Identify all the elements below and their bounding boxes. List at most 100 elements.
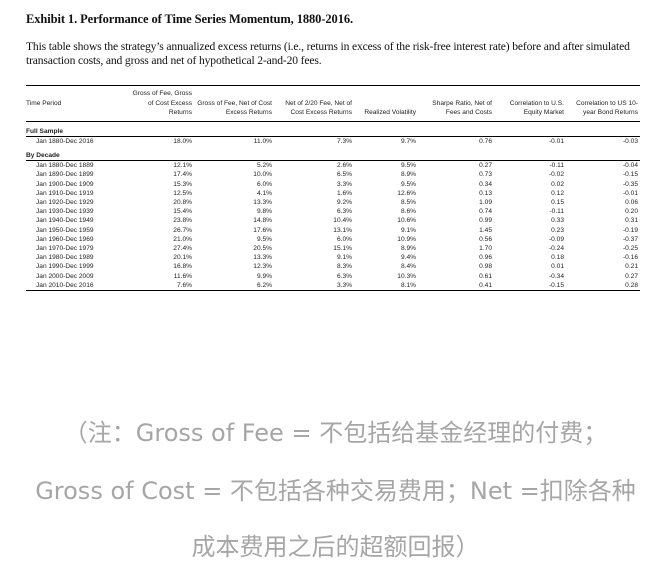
column-header: Correlation to U.S. Equity Market — [494, 85, 566, 122]
section-header-row: By Decade — [26, 150, 640, 162]
value-cell: -0.09 — [548, 235, 564, 243]
value-cell: 18.0% — [173, 137, 192, 145]
section-label: By Decade — [26, 150, 640, 162]
value-cell: 6.3% — [336, 272, 352, 280]
value-cell: 0.27 — [479, 162, 492, 170]
period-cell: Jan 1930-Dec 1939 — [36, 208, 94, 216]
column-header: Time Period — [26, 85, 124, 122]
value-cell: 20.5% — [253, 244, 272, 252]
translation-note-line-1: （注：Gross of Fee = 不包括给基金经理的付费； — [63, 419, 608, 447]
value-cell: -0.11 — [549, 208, 564, 216]
period-cell: Jan 1900-Dec 1909 — [36, 180, 94, 188]
value-cell: 0.56 — [479, 235, 492, 243]
value-cell: 21.0% — [173, 235, 192, 243]
value-cell: 3.3% — [336, 180, 352, 188]
period-cell: Jan 1960-Dec 1969 — [36, 235, 94, 243]
value-cell: 8.9% — [400, 244, 416, 252]
value-cell: -0.15 — [494, 280, 566, 291]
value-cell: 9.1% — [400, 226, 416, 234]
table-header-row: Time Period Gross of Fee, Gross of Cost … — [26, 85, 640, 122]
value-cell: 9.5% — [400, 180, 416, 188]
value-cell: 0.23 — [551, 226, 564, 234]
value-cell: -0.03 — [622, 137, 638, 145]
value-cell: 4.1% — [256, 189, 272, 197]
value-cell: 6.5% — [336, 171, 352, 179]
value-cell: 0.01 — [551, 263, 564, 271]
table-row: Jan 1890-Dec 1899 17.4% 10.0% 6.5% 8.9% 0.73 -… — [26, 170, 640, 179]
value-cell: -0.16 — [622, 254, 638, 262]
value-cell: 0.61 — [479, 272, 492, 280]
value-cell: 8.4% — [400, 263, 416, 271]
section-header-row: Full Sample — [26, 126, 640, 137]
table-row: Jan 1930-Dec 1939 15.4% 9.8% 6.3% 8.6% 0.74 -0… — [26, 207, 640, 216]
value-cell: 0.74 — [479, 208, 492, 216]
value-cell: 9.5% — [256, 235, 272, 243]
value-cell: 10.6% — [397, 217, 416, 225]
value-cell: 9.1% — [336, 254, 352, 262]
value-cell: 2.6% — [336, 162, 352, 170]
column-header: Sharpe Ratio, Net of Fees and Costs — [418, 85, 494, 122]
value-cell: 1.70 — [479, 244, 492, 252]
value-cell: -0.37 — [622, 235, 638, 243]
value-cell: 9.2% — [336, 198, 352, 206]
table-row: Jan 1910-Dec 1919 12.5% 4.1% 1.6% 12.6% 0.13 0… — [26, 189, 640, 198]
value-cell: -0.04 — [622, 162, 638, 170]
value-cell: 0.34 — [479, 180, 492, 188]
section-label: Full Sample — [26, 126, 640, 137]
period-cell: Jan 2010-Dec 2016 — [26, 280, 124, 291]
value-cell: 15.4% — [173, 208, 192, 216]
period-cell: Jan 1970-Dec 1979 — [36, 244, 94, 252]
value-cell: 0.41 — [418, 280, 494, 291]
value-cell: 12.1% — [173, 162, 192, 170]
value-cell: 11.6% — [173, 272, 192, 280]
value-cell: 11.0% — [253, 137, 272, 145]
table-row: Jan 1880-Dec 1889 12.1% 5.2% 2.6% 9.5% 0.27 -0… — [26, 161, 640, 171]
value-cell: 17.6% — [253, 226, 272, 234]
period-cell: Jan 1890-Dec 1899 — [36, 171, 94, 179]
period-cell: Jan 1990-Dec 1999 — [36, 263, 94, 271]
value-cell: 7.3% — [336, 137, 352, 145]
period-cell: Jan 1910-Dec 1919 — [36, 189, 94, 197]
value-cell: 0.27 — [625, 272, 638, 280]
value-cell: 0.06 — [625, 198, 638, 206]
period-cell: Jan 1950-Dec 1959 — [36, 226, 94, 234]
value-cell: 9.5% — [400, 162, 416, 170]
value-cell: 12.5% — [173, 189, 192, 197]
value-cell: 10.9% — [397, 235, 416, 243]
period-cell: Jan 1880-Dec 2016 — [36, 137, 94, 145]
table-row: Jan 1980-Dec 1989 20.1% 13.3% 9.1% 9.4% 0.96 0… — [26, 253, 640, 262]
value-cell: 9.9% — [256, 272, 272, 280]
value-cell: 0.33 — [551, 217, 564, 225]
value-cell: 0.28 — [566, 280, 640, 291]
column-header: Realized Volatility — [354, 85, 418, 122]
column-header: Net of 2/20 Fee, Net of Cost Excess Retu… — [274, 85, 354, 122]
value-cell: 5.2% — [256, 162, 272, 170]
value-cell: 0.76 — [479, 137, 492, 145]
value-cell: 8.9% — [400, 171, 416, 179]
value-cell: 1.6% — [336, 189, 352, 197]
value-cell: -0.25 — [622, 244, 638, 252]
table-row: Jan 2000-Dec 2009 11.6% 9.9% 6.3% 10.3% 0.61 -… — [26, 272, 640, 281]
value-cell: -0.34 — [548, 272, 564, 280]
value-cell: 6.3% — [336, 208, 352, 216]
value-cell: 10.0% — [253, 171, 272, 179]
table-row: Jan 1990-Dec 1999 16.8% 12.3% 8.3% 8.4% 0.98 0… — [26, 262, 640, 271]
value-cell: 16.8% — [173, 263, 192, 271]
value-cell: 1.45 — [479, 226, 492, 234]
value-cell: 0.20 — [625, 208, 638, 216]
value-cell: 20.1% — [173, 254, 192, 262]
value-cell: 0.31 — [625, 217, 638, 225]
value-cell: 9.8% — [256, 208, 272, 216]
value-cell: 3.3% — [274, 280, 354, 291]
value-cell: 9.4% — [400, 254, 416, 262]
value-cell: 8.5% — [400, 198, 416, 206]
table-row: Jan 1940-Dec 1949 23.8% 14.8% 10.4% 10.6% 0.9… — [26, 216, 640, 225]
translation-note-line-2: Gross of Cost = 不包括各种交易费用；Net =扣除各种 — [35, 477, 636, 505]
value-cell: -0.35 — [622, 180, 638, 188]
table-row: Jan 1950-Dec 1959 26.7% 17.6% 13.1% 9.1% 1.45… — [26, 226, 640, 235]
value-cell: 0.99 — [479, 217, 492, 225]
value-cell: 9.7% — [400, 137, 416, 145]
table-row: Jan 1960-Dec 1969 21.0% 9.5% 6.0% 10.9% 0.56 -… — [26, 235, 640, 244]
period-cell: Jan 1880-Dec 1889 — [36, 162, 94, 170]
performance-table-container: Time Period Gross of Fee, Gross of Cost … — [26, 85, 640, 291]
